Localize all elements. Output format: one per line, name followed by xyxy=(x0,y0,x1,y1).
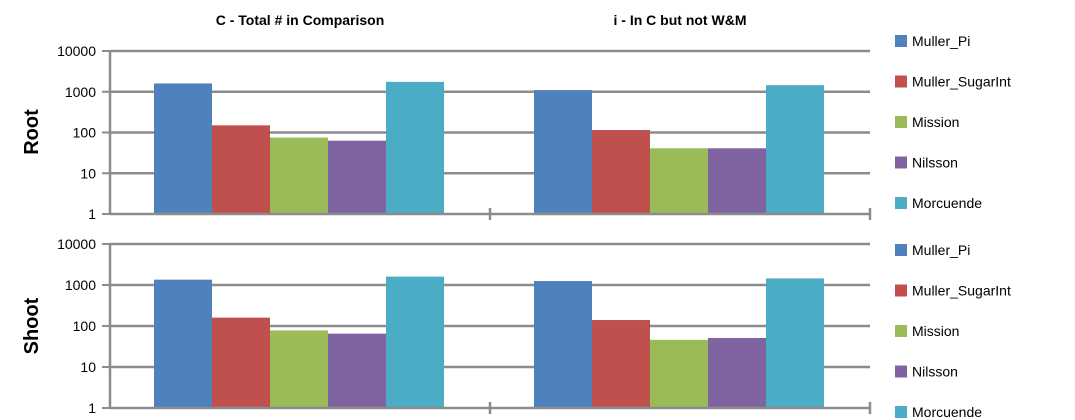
row-label-root: Root xyxy=(21,109,43,155)
legend-swatch xyxy=(895,75,907,88)
legend-label: Muller_Pi xyxy=(912,242,970,258)
legend-swatch xyxy=(895,35,907,47)
legend-label: Morcuende xyxy=(912,195,982,211)
legend-swatch xyxy=(895,365,907,378)
legend-label: Morcuende xyxy=(912,404,982,420)
bar-muller-sugarint xyxy=(212,125,270,214)
panel-root: Root 1 10 100 1000 10000 Muller_Pi Muller_Sug… xyxy=(21,33,1011,222)
bar-mission xyxy=(650,148,708,214)
bar-morcuende xyxy=(766,85,824,214)
column-title-1: C - Total # in Comparison xyxy=(216,12,385,28)
y-tick-label: 100 xyxy=(73,318,97,334)
bar-muller-pi xyxy=(534,90,592,214)
y-tick-label: 10000 xyxy=(57,236,96,252)
bar-muller-sugarint xyxy=(592,130,650,214)
y-tick-label: 10 xyxy=(80,359,96,375)
legend-label: Nilsson xyxy=(912,155,958,171)
bar-nilsson xyxy=(708,337,766,408)
bar-muller-sugarint xyxy=(212,317,270,408)
y-tick-label: 10000 xyxy=(57,43,96,59)
bar-nilsson xyxy=(708,148,766,214)
y-tick-label: 1000 xyxy=(65,277,96,293)
bar-mission xyxy=(270,137,328,214)
bar-nilsson xyxy=(328,140,386,214)
row-label-shoot: Shoot xyxy=(21,297,43,354)
legend-swatch xyxy=(895,197,907,209)
bar-morcuende xyxy=(386,276,444,408)
legend-swatch xyxy=(895,156,907,169)
legend-swatch xyxy=(895,284,907,297)
y-tick-label: 10 xyxy=(80,165,96,181)
bar-muller-pi xyxy=(154,83,212,214)
legend-swatch xyxy=(895,244,907,256)
legend-swatch xyxy=(895,406,907,418)
bar-nilsson xyxy=(328,333,386,408)
legend-label: Nilsson xyxy=(912,364,958,380)
bar-morcuende xyxy=(766,278,824,408)
y-tick-label: 100 xyxy=(73,125,97,141)
bar-mission xyxy=(650,339,708,408)
bar-morcuende xyxy=(386,81,444,215)
y-tick-label: 1000 xyxy=(65,84,96,100)
bar-mission xyxy=(270,330,328,408)
y-tick-label: 1 xyxy=(88,206,96,222)
legend-label: Muller_Pi xyxy=(912,33,970,49)
panel-shoot: Shoot 1 10 100 1000 10000 Muller_Pi Muller_Su… xyxy=(21,236,1011,420)
legend-swatch xyxy=(895,325,907,337)
bar-muller-pi xyxy=(534,281,592,408)
legend-label: Mission xyxy=(912,323,959,339)
legend-label: Muller_SugarInt xyxy=(912,74,1011,90)
legend-label: Mission xyxy=(912,114,959,130)
column-title-2: i - In C but not W&M xyxy=(614,12,747,28)
bar-muller-sugarint xyxy=(592,320,650,408)
y-tick-label: 1 xyxy=(88,400,96,416)
legend-label: Muller_SugarInt xyxy=(912,283,1011,299)
bar-muller-pi xyxy=(154,279,212,408)
legend-swatch xyxy=(895,116,907,128)
